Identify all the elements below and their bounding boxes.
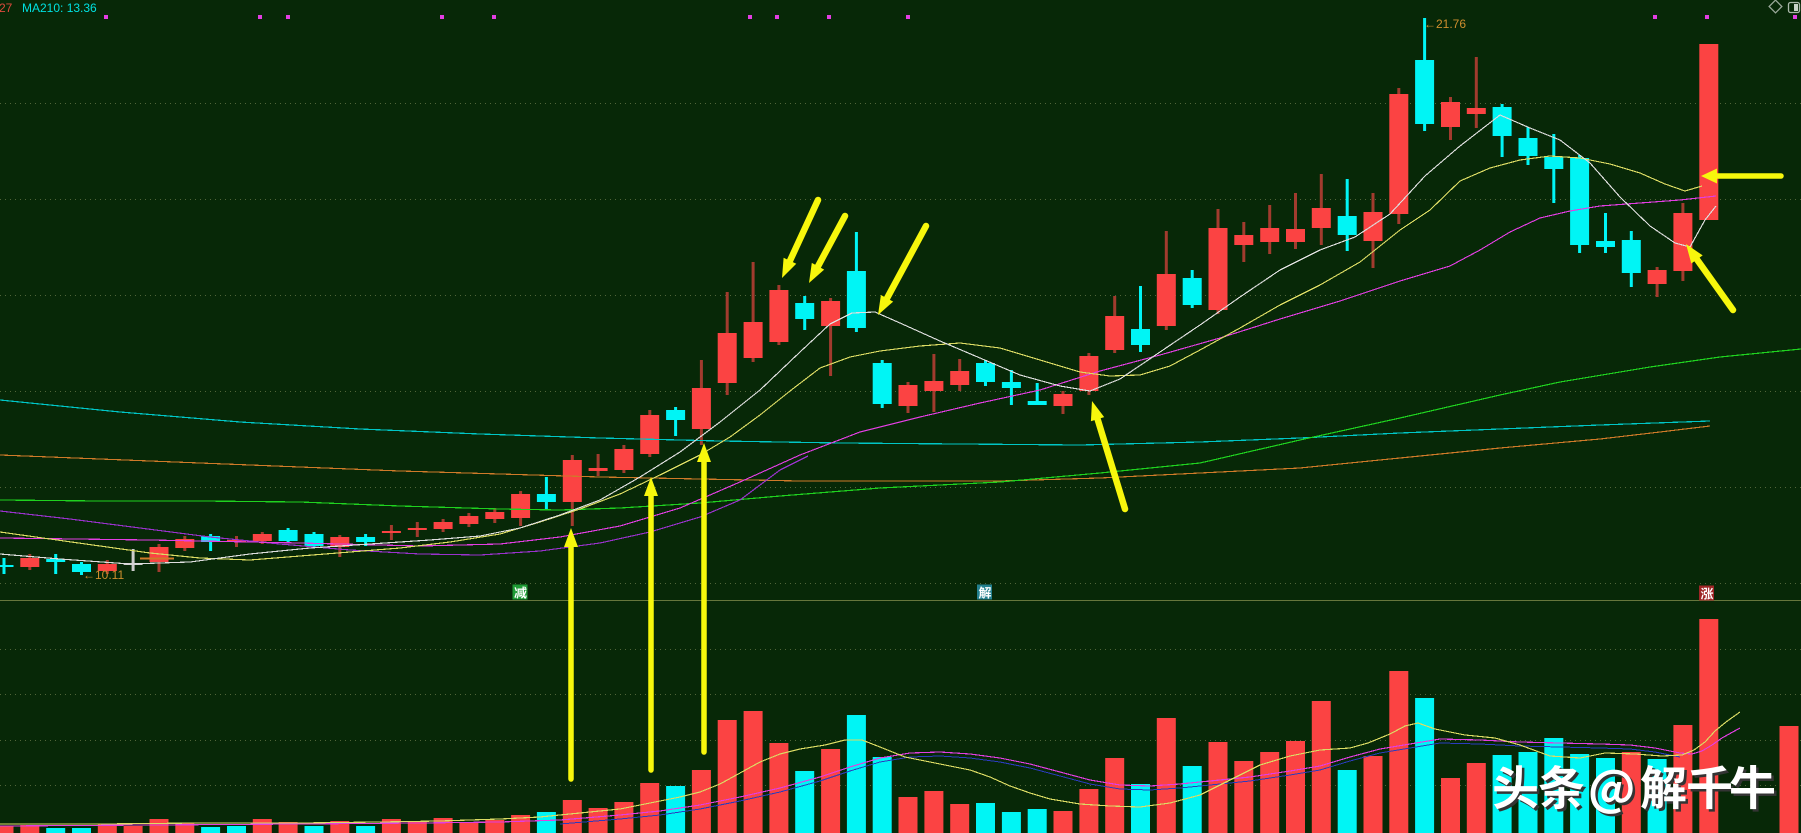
svg-text:←10.11: ←10.11 <box>83 568 124 582</box>
svg-text:MA210: 13.36: MA210: 13.36 <box>22 1 97 15</box>
svg-text:←21.76: ←21.76 <box>1424 17 1466 31</box>
svg-text:27: 27 <box>0 1 13 15</box>
